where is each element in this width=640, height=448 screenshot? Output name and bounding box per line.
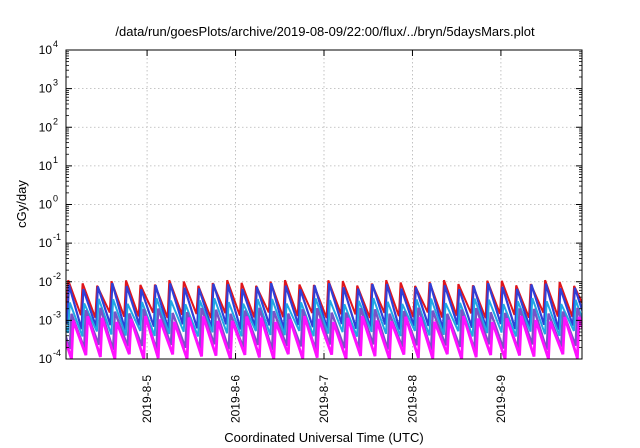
- x-axis-label: Coordinated Universal Time (UTC): [224, 430, 423, 445]
- x-tick-label: 2019-8-7: [317, 375, 331, 423]
- y-tick-exponent: 1: [53, 155, 58, 165]
- series-layer: [66, 279, 582, 359]
- x-tick-label: 2019-8-5: [140, 375, 154, 423]
- x-tick-label: 2019-8-9: [494, 375, 508, 423]
- y-tick-exponent: 2: [53, 116, 58, 126]
- x-axis: 2019-8-5 2019-8-6 2019-8-7 2019-8-8 2019-8-9: [140, 50, 508, 423]
- y-axis-label: cGy/day: [14, 180, 29, 228]
- y-tick-label: 10: [39, 82, 53, 96]
- y-tick-exponent: 4: [53, 39, 58, 49]
- y-tick-exponent: -1: [53, 232, 61, 242]
- y-tick-exponent: 3: [53, 78, 58, 88]
- series-line: [66, 282, 582, 331]
- y-tick-label: 10: [39, 236, 53, 250]
- x-tick-label: 2019-8-8: [405, 375, 419, 423]
- y-tick-label: 10: [39, 198, 53, 212]
- y-tick-label: 10: [39, 275, 53, 289]
- series-line: [66, 297, 582, 337]
- series-line: [66, 315, 582, 359]
- x-tick-label: 2019-8-6: [229, 375, 243, 423]
- y-tick-label: 10: [39, 352, 53, 366]
- y-tick-label: 10: [39, 43, 53, 57]
- chart-title: /data/run/goesPlots/archive/2019-08-09/2…: [115, 24, 535, 39]
- y-tick-exponent: -4: [53, 348, 61, 358]
- y-tick-label: 10: [39, 313, 53, 327]
- y-tick-exponent: -3: [53, 309, 61, 319]
- y-tick-exponent: -2: [53, 271, 61, 281]
- y-tick-label: 10: [39, 159, 53, 173]
- y-tick-label: 10: [39, 120, 53, 134]
- series-line: [66, 307, 582, 351]
- y-tick-exponent: 0: [53, 194, 58, 204]
